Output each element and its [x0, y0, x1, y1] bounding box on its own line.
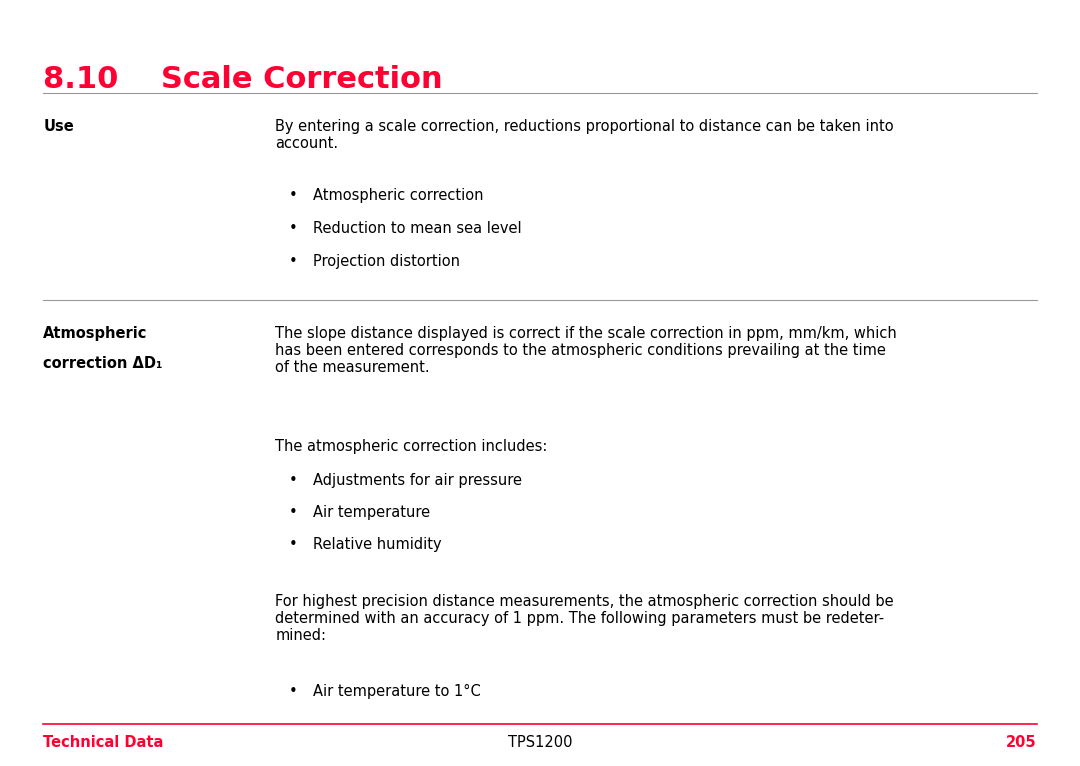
Text: correction ΔD₁: correction ΔD₁: [43, 356, 163, 372]
Text: •: •: [288, 188, 297, 203]
Text: •: •: [288, 221, 297, 236]
Text: •: •: [288, 684, 297, 699]
Text: •: •: [288, 505, 297, 520]
Text: Air temperature to 1°C: Air temperature to 1°C: [313, 684, 481, 699]
Text: •: •: [288, 254, 297, 269]
Text: The atmospheric correction includes:: The atmospheric correction includes:: [275, 439, 548, 454]
Text: Air temperature: Air temperature: [313, 505, 430, 520]
Text: TPS1200: TPS1200: [508, 735, 572, 751]
Text: •: •: [288, 473, 297, 488]
Text: Adjustments for air pressure: Adjustments for air pressure: [313, 473, 523, 488]
Text: Atmospheric correction: Atmospheric correction: [313, 188, 484, 203]
Text: Projection distortion: Projection distortion: [313, 254, 460, 269]
Text: The slope distance displayed is correct if the scale correction in ppm, mm/km, w: The slope distance displayed is correct …: [275, 326, 897, 375]
Text: Use: Use: [43, 119, 73, 134]
Text: Reduction to mean sea level: Reduction to mean sea level: [313, 221, 522, 236]
Text: Technical Data: Technical Data: [43, 735, 163, 751]
Text: Relative humidity: Relative humidity: [313, 537, 442, 552]
Text: 205: 205: [1007, 735, 1037, 751]
Text: By entering a scale correction, reductions proportional to distance can be taken: By entering a scale correction, reductio…: [275, 119, 894, 151]
Text: 8.10    Scale Correction: 8.10 Scale Correction: [43, 65, 443, 94]
Text: •: •: [288, 537, 297, 552]
Text: For highest precision distance measurements, the atmospheric correction should b: For highest precision distance measureme…: [275, 594, 894, 643]
Text: Atmospheric: Atmospheric: [43, 326, 148, 341]
